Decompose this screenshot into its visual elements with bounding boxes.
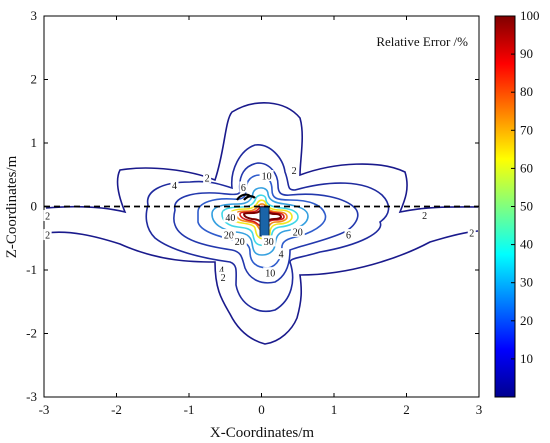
colorbar-tick-label: 60 xyxy=(520,160,533,175)
colorbar-ticks: 100 90 80 70 60 50 40 30 20 10 xyxy=(511,8,540,366)
contour-label-bg xyxy=(221,229,236,241)
x-tick-label: 0 xyxy=(258,402,265,417)
contour-label: 2 xyxy=(45,212,50,223)
contour-label: 2 xyxy=(45,231,50,242)
colorbar-tick-label: 10 xyxy=(520,351,533,366)
contour-label-bg xyxy=(420,209,429,221)
contour-level-80 xyxy=(239,205,285,229)
colorbar-tick-label: 100 xyxy=(520,8,540,23)
contour-label-bg xyxy=(219,271,228,283)
y-tick-label: 2 xyxy=(31,72,38,87)
contour-label: 4 xyxy=(219,266,224,277)
contour-label-bg xyxy=(217,264,226,275)
x-axis-ticks: -3 -2 -1 0 1 2 3 xyxy=(39,16,483,417)
x-tick-label: -2 xyxy=(111,402,122,417)
contour-label: 2 xyxy=(469,229,474,240)
contour-level-30 xyxy=(221,194,299,247)
colorbar-tick-label: 90 xyxy=(520,46,533,61)
contour-label: 6 xyxy=(346,231,351,242)
contour-label-bg xyxy=(277,248,286,260)
colorbar-tick-label: 70 xyxy=(520,122,533,137)
y-axis-title: Z-Coordinates/m xyxy=(4,155,20,258)
y-tick-label: -3 xyxy=(26,389,37,404)
contour-label: 6 xyxy=(241,183,246,194)
contour-label: 40 xyxy=(225,213,235,224)
source-block xyxy=(259,206,270,237)
contour-level-40 xyxy=(229,199,293,240)
contour-label: 20 xyxy=(224,231,234,242)
contour-level-20 xyxy=(211,187,309,256)
y-tick-label: 3 xyxy=(31,8,38,23)
contour-label-bg xyxy=(344,229,353,241)
contour-label-bg xyxy=(239,181,248,193)
contour-label: 10 xyxy=(262,172,272,183)
contour-level-2 xyxy=(45,230,479,345)
colorbar-tick-label: 40 xyxy=(520,237,533,252)
contour-label: 2 xyxy=(422,211,427,222)
contour-label-bg xyxy=(43,210,52,222)
contour-label: 4 xyxy=(172,181,177,192)
contour-label: 10 xyxy=(265,269,275,280)
y-tick-label: 1 xyxy=(31,135,38,150)
contour-label-bg xyxy=(170,179,179,191)
x-tick-label: 3 xyxy=(476,402,483,417)
y-tick-label: -2 xyxy=(26,326,37,341)
contour-label: 20 xyxy=(293,227,303,238)
contour-label-bg xyxy=(290,164,299,176)
chart-annotation: Relative Error /% xyxy=(376,34,468,49)
x-tick-label: 1 xyxy=(331,402,338,417)
contour-label: 2 xyxy=(205,173,210,184)
x-tick-label: -1 xyxy=(184,402,195,417)
contour-label: 30 xyxy=(264,237,274,248)
contour-label-bg xyxy=(290,225,305,237)
contour-label-bg xyxy=(259,170,274,182)
x-axis-title: X-Coordinates/m xyxy=(210,425,314,441)
y-tick-label: 0 xyxy=(31,199,38,214)
contour-label: 2 xyxy=(221,273,226,284)
colorbar-tick-label: 50 xyxy=(520,199,533,214)
contour-cluster xyxy=(236,193,256,201)
contour-label-bg xyxy=(43,229,52,241)
contour-level-2 xyxy=(45,102,479,214)
contour-level-4 xyxy=(145,144,390,312)
contour-label: 4 xyxy=(279,250,284,261)
colorbar-tick-label: 80 xyxy=(520,84,533,99)
contour-label-bg xyxy=(467,227,476,239)
contour-label-bg xyxy=(232,235,247,247)
contour-label-bg xyxy=(223,211,238,223)
y-tick-label: -1 xyxy=(26,262,37,277)
x-tick-label: 2 xyxy=(403,402,410,417)
contour-label: 2 xyxy=(292,166,297,177)
colorbar-tick-label: 30 xyxy=(520,275,533,290)
contour-label-bg xyxy=(263,267,278,279)
contour-label-bg xyxy=(203,171,212,183)
colorbar-tick-label: 20 xyxy=(520,313,533,328)
x-tick-label: -3 xyxy=(39,402,50,417)
contour-label-bg xyxy=(261,235,276,247)
contour-label: 20 xyxy=(235,237,245,248)
